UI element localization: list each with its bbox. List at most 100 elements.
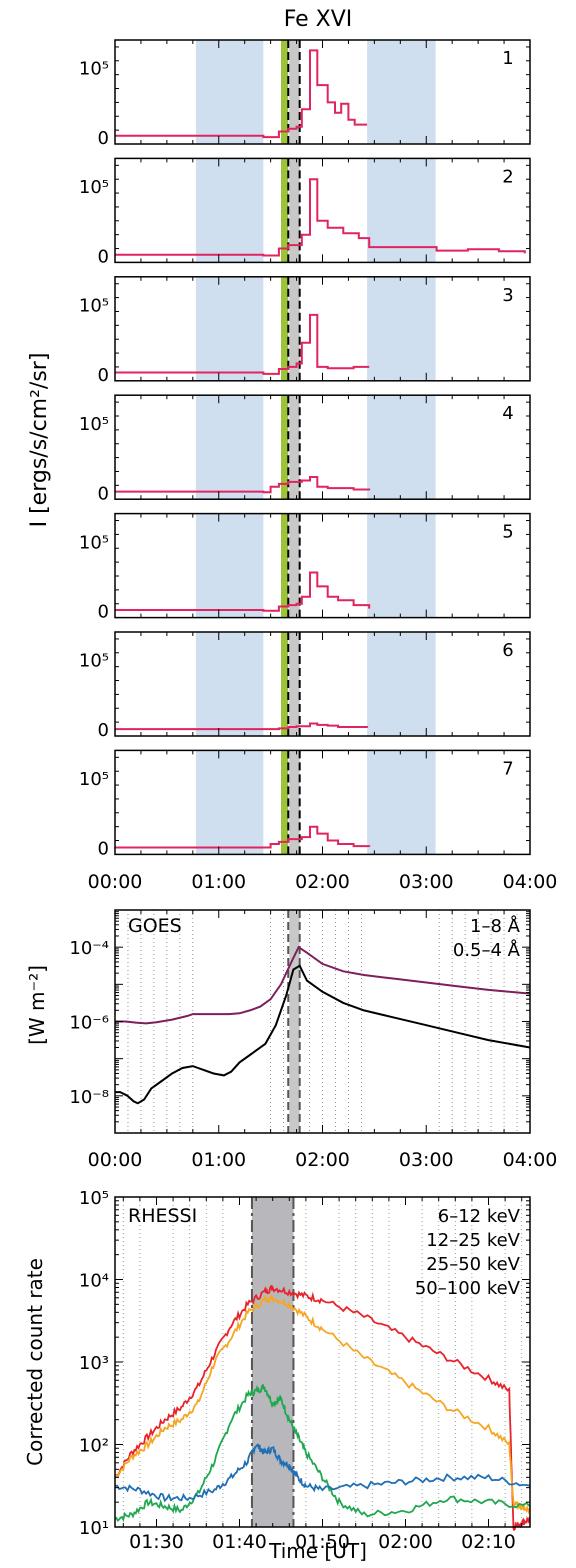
- y-tick-label: 10⁵: [79, 1188, 109, 1209]
- y-tick-label: 10⁴: [79, 1271, 109, 1292]
- y-tick-label-1e5: 10⁵: [79, 651, 109, 672]
- x-tick-label: 02:00: [295, 871, 350, 893]
- shaded-band-1: [195, 395, 264, 500]
- legend-entry: 12–25 keV: [426, 1230, 520, 1251]
- fe-xvi-panels: 0 10⁵ 1 0 10⁵ 2 0 10⁵ 3 0 10⁵ 4 0 10⁵ 5 0 10⁵ 6 0 10⁵ 7: [79, 39, 531, 859]
- fe-xvi-title: Fe XVI: [284, 7, 353, 32]
- rhessi-series-4: [114, 1443, 531, 1503]
- goes-series-1: [115, 945, 531, 1025]
- gray-band: [289, 632, 300, 736]
- gray-band: [251, 1197, 294, 1527]
- y-tick-label: 10²: [79, 1436, 109, 1457]
- shaded-band-1: [195, 158, 264, 263]
- shaded-band-2: [367, 513, 436, 618]
- gray-band: [289, 513, 300, 618]
- panel-frame: [114, 512, 531, 619]
- shaded-band-1: [195, 40, 264, 144]
- green-band: [281, 395, 289, 500]
- legend-entry: 1–8 Å: [470, 915, 521, 937]
- y-tick-label: 10⁻⁶: [69, 1013, 109, 1034]
- x-tick-label: 01:40: [212, 1531, 267, 1553]
- panel-frame: [114, 39, 531, 145]
- green-band: [281, 40, 289, 144]
- y-tick-label-1e5: 10⁵: [79, 414, 109, 435]
- legend-entry: 50–100 keV: [415, 1278, 521, 1299]
- x-tick-label: 01:30: [129, 1531, 184, 1553]
- shaded-band-2: [367, 750, 436, 855]
- fe-panel-3: 0 10⁵ 3: [79, 276, 531, 386]
- goes-series-2: [115, 964, 531, 1105]
- x-tick-label: 00:00: [88, 871, 143, 893]
- intensity-line: [115, 825, 371, 849]
- x-tick-label: 02:10: [461, 1531, 516, 1553]
- y-tick-label-1e5: 10⁵: [79, 296, 109, 317]
- shaded-band-2: [367, 395, 436, 500]
- panel-number: 1: [502, 48, 513, 69]
- fe-panel-4: 0 10⁵ 4: [79, 394, 531, 504]
- y-tick-label-1e5: 10⁵: [79, 769, 109, 790]
- shaded-band-1: [195, 750, 264, 855]
- green-band: [281, 276, 289, 381]
- rhessi-series-1: [114, 1284, 531, 1532]
- rhessi-series-3: [114, 1383, 531, 1523]
- goes-y-axis-label: [W m⁻²]: [25, 965, 49, 1045]
- panel-number: 7: [502, 758, 513, 779]
- panel-frame: [114, 276, 531, 382]
- panel-number: 2: [502, 166, 513, 187]
- panel-frame: [114, 157, 531, 264]
- x-tick-label: 03:00: [399, 1149, 454, 1171]
- fe-panel-2: 0 10⁵ 2: [79, 157, 531, 267]
- rhessi-label: RHESSI: [128, 1205, 197, 1227]
- legend-entry: 0.5–4 Å: [453, 939, 521, 961]
- panel-frame: [114, 631, 531, 737]
- fe-panel-6: 0 10⁵ 6: [79, 631, 531, 741]
- panel-number: 5: [502, 522, 513, 543]
- y-tick-label-0: 0: [98, 128, 109, 149]
- intensity-line: [115, 722, 369, 731]
- y-tick-label-1e5: 10⁵: [79, 532, 109, 553]
- fe-xvi-y-axis-label: I [ergs/s/cm²/sr]: [27, 353, 52, 528]
- x-tick-label: 01:50: [295, 1531, 350, 1553]
- shaded-band-1: [195, 276, 264, 381]
- intensity-line: [115, 313, 370, 375]
- gray-band: [289, 395, 300, 500]
- y-tick-label-0: 0: [98, 246, 109, 267]
- intensity-line: [115, 571, 371, 612]
- y-tick-label-0: 0: [98, 602, 109, 623]
- green-band: [281, 632, 289, 736]
- x-tick-label: 01:00: [191, 871, 246, 893]
- green-band: [281, 513, 289, 618]
- rhessi-panel: 10¹ 10² 10³ 10⁴ 10⁵ 01:30 01:40 01:50 02:00 02:10…: [79, 1188, 531, 1553]
- intensity-line: [115, 178, 526, 257]
- intensity-line: [115, 49, 368, 139]
- gray-band: [289, 750, 300, 855]
- goes-panel: 10⁻⁸ 10⁻⁶ 10⁻⁴ 00:00 01:00 02:00 03:00 04:00 GOE…: [69, 909, 557, 1171]
- panel-number: 6: [502, 640, 513, 661]
- shaded-band-2: [367, 632, 436, 736]
- legend-entry: 25–50 keV: [426, 1254, 520, 1275]
- shaded-band-1: [195, 632, 264, 736]
- y-tick-label: 10³: [79, 1353, 109, 1374]
- green-band: [281, 158, 289, 263]
- panel-frame: [114, 394, 531, 500]
- panel-number: 4: [502, 403, 513, 424]
- panel-frame: [114, 749, 531, 856]
- green-band: [281, 750, 289, 855]
- y-tick-label-1e5: 10⁵: [79, 177, 109, 198]
- intensity-line: [115, 476, 371, 494]
- shaded-band-2: [367, 276, 436, 381]
- y-tick-label-0: 0: [98, 720, 109, 741]
- rhessi-y-axis-label: Corrected count rate: [23, 1258, 47, 1466]
- x-tick-label: 03:00: [399, 871, 454, 893]
- x-tick-label: 00:00: [88, 1149, 143, 1171]
- x-tick-label: 02:00: [295, 1149, 350, 1171]
- goes-label: GOES: [128, 915, 182, 937]
- fe-xvi-x-tick-labels: 00:00 01:00 02:00 03:00 04:00: [88, 871, 558, 893]
- x-tick-label: 02:00: [378, 1531, 433, 1553]
- x-tick-label: 01:00: [191, 1149, 246, 1171]
- shaded-band-2: [367, 40, 436, 144]
- rhessi-series-2: [114, 1294, 531, 1515]
- fe-panel-5: 0 10⁵ 5: [79, 512, 531, 623]
- gray-band: [289, 158, 300, 263]
